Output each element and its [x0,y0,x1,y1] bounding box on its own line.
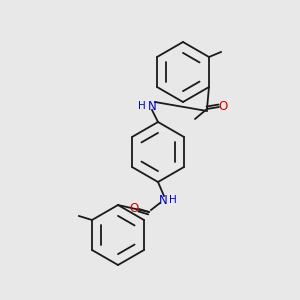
Text: O: O [129,202,139,215]
Text: H: H [138,101,146,111]
Text: N: N [159,194,167,206]
Text: O: O [218,100,228,113]
Text: H: H [169,195,177,205]
Text: N: N [148,100,156,112]
